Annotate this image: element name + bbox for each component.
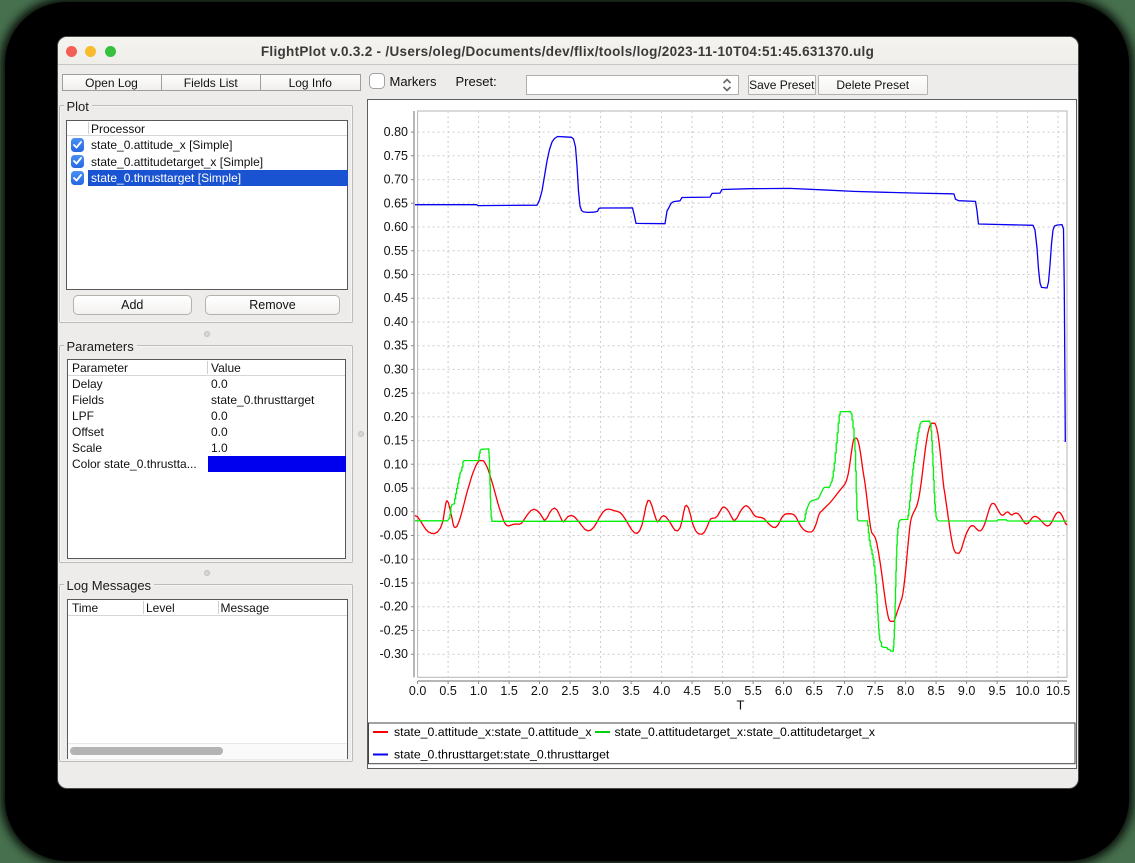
svg-text:0.45: 0.45 — [383, 291, 407, 305]
svg-text:3.0: 3.0 — [591, 684, 608, 698]
svg-text:0.65: 0.65 — [383, 196, 407, 210]
svg-text:8.0: 8.0 — [896, 684, 913, 698]
svg-text:0.25: 0.25 — [383, 386, 407, 400]
svg-text:9.0: 9.0 — [957, 684, 974, 698]
svg-text:0.15: 0.15 — [383, 434, 407, 448]
svg-text:-0.10: -0.10 — [379, 552, 408, 566]
svg-text:-0.05: -0.05 — [379, 529, 408, 543]
svg-text:10.0: 10.0 — [1015, 684, 1039, 698]
svg-text:0.05: 0.05 — [383, 481, 407, 495]
svg-text:8.5: 8.5 — [927, 684, 944, 698]
svg-text:0.80: 0.80 — [383, 125, 407, 139]
svg-text:2.0: 2.0 — [530, 684, 547, 698]
svg-text:0.20: 0.20 — [383, 410, 407, 424]
svg-text:-0.15: -0.15 — [379, 576, 408, 590]
svg-text:5.0: 5.0 — [713, 684, 730, 698]
svg-text:0.60: 0.60 — [383, 220, 407, 234]
svg-text:0.50: 0.50 — [383, 268, 407, 282]
svg-text:2.5: 2.5 — [561, 684, 578, 698]
svg-text:0.55: 0.55 — [383, 244, 407, 258]
svg-text:-0.25: -0.25 — [379, 624, 408, 638]
svg-text:10.5: 10.5 — [1045, 684, 1069, 698]
svg-text:0.30: 0.30 — [383, 362, 407, 376]
svg-text:state_0.attitude_x:state_0.att: state_0.attitude_x:state_0.attitude_x — [394, 725, 592, 739]
svg-text:0.40: 0.40 — [383, 315, 407, 329]
svg-text:T: T — [736, 698, 744, 713]
svg-text:0.00: 0.00 — [383, 505, 407, 519]
svg-text:4.0: 4.0 — [652, 684, 669, 698]
svg-text:0.0: 0.0 — [408, 684, 425, 698]
svg-text:1.0: 1.0 — [469, 684, 486, 698]
svg-text:0.70: 0.70 — [383, 173, 407, 187]
svg-text:6.5: 6.5 — [805, 684, 822, 698]
svg-text:0.75: 0.75 — [383, 149, 407, 163]
svg-text:7.0: 7.0 — [835, 684, 852, 698]
svg-text:1.5: 1.5 — [500, 684, 517, 698]
svg-text:0.5: 0.5 — [439, 684, 456, 698]
svg-text:5.5: 5.5 — [744, 684, 761, 698]
svg-text:-0.20: -0.20 — [379, 600, 408, 614]
svg-text:state_0.attitudetarget_x:state: state_0.attitudetarget_x:state_0.attitud… — [614, 725, 875, 739]
svg-text:-0.30: -0.30 — [379, 647, 408, 661]
svg-text:state_0.thrusttarget:state_0.t: state_0.thrusttarget:state_0.thrusttarge… — [394, 748, 610, 762]
svg-text:6.0: 6.0 — [774, 684, 791, 698]
svg-text:0.35: 0.35 — [383, 339, 407, 353]
svg-text:3.5: 3.5 — [622, 684, 639, 698]
svg-text:7.5: 7.5 — [866, 684, 883, 698]
svg-text:0.10: 0.10 — [383, 457, 407, 471]
svg-text:9.5: 9.5 — [988, 684, 1005, 698]
svg-text:4.5: 4.5 — [683, 684, 700, 698]
